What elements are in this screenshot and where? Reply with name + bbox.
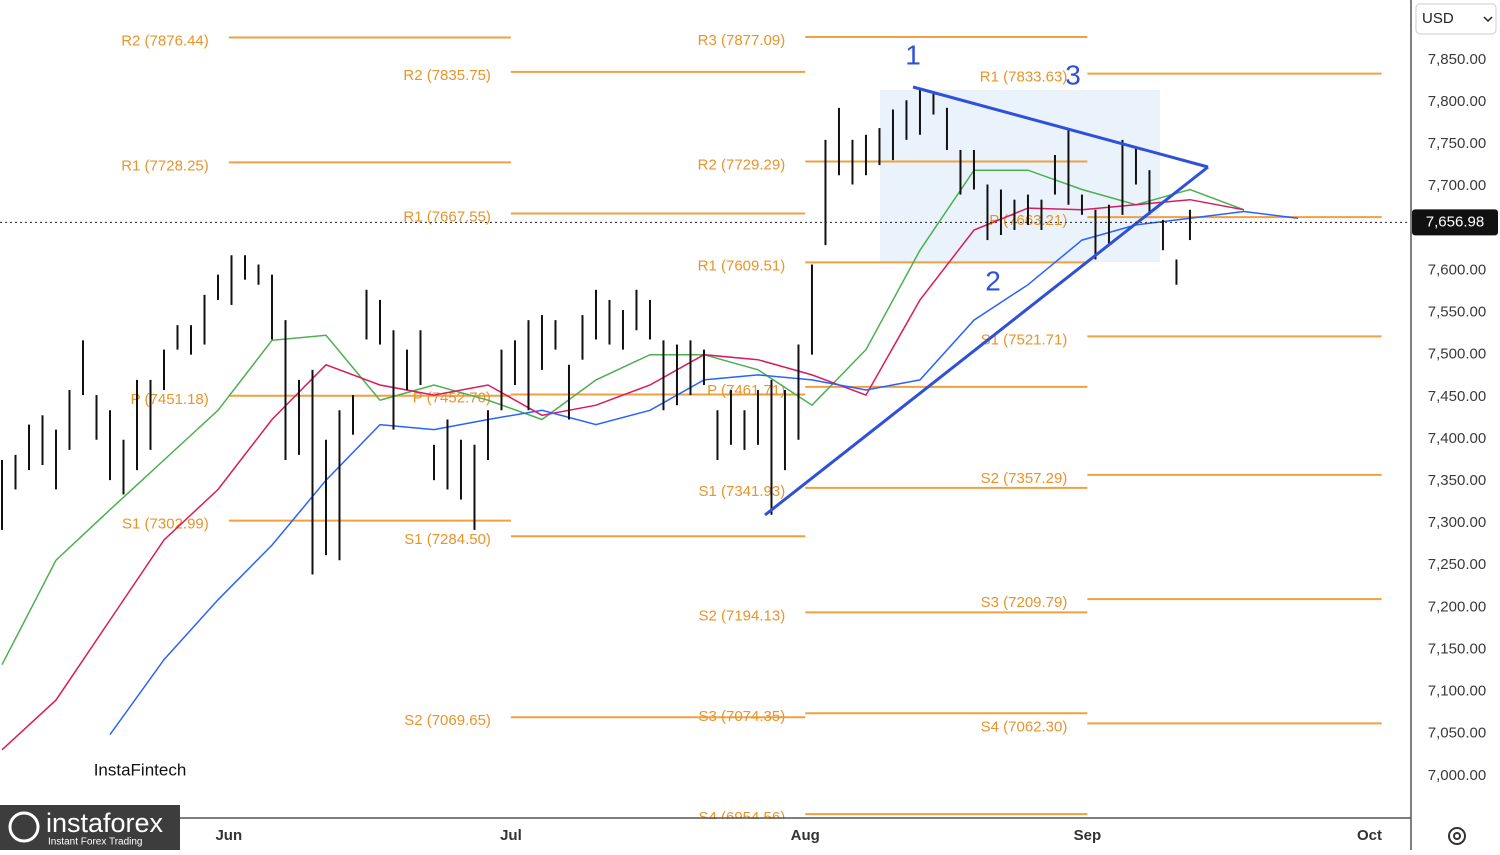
watermark: InstaFintech [94,760,187,779]
last-price-label: 7,656.98 [1426,213,1484,230]
x-tick-label: Aug [791,827,820,844]
pivot-label: R1 (7728.25) [121,157,209,174]
y-tick-label: 7,200.00 [1428,598,1486,615]
pivot-label: P (7451.18) [131,391,209,408]
pivot-label: R1 (7667.55) [403,208,491,225]
x-tick-label: Jun [215,827,242,844]
x-tick-label: Oct [1357,827,1382,844]
triangle-pattern: 1 2 3 [764,39,1209,517]
gear-icon[interactable] [1448,827,1466,845]
pivot-label: S4 (7062.30) [981,718,1068,735]
watermark-box [78,736,213,804]
pivot-label: R1 (7833.63) [980,69,1068,86]
trend-line [912,85,1209,169]
pivot-label: S3 (7074.35) [698,708,785,725]
pivot-label: P (7452.70) [413,389,491,406]
time-axis-panel [0,819,1411,850]
y-tick-label: 7,600.00 [1428,261,1486,278]
volume-profile-area [880,90,1160,262]
y-tick-label: 7,500.00 [1428,346,1486,363]
price-bars [1,87,1191,575]
pivot-label: S3 (7209.79) [981,594,1068,611]
wave-label: 3 [1065,59,1081,90]
y-tick-label: 7,750.00 [1428,135,1486,152]
y-tick-label: 7,450.00 [1428,388,1486,405]
y-tick-label: 7,400.00 [1428,430,1486,447]
wave-label: 2 [985,265,1001,296]
pivot-label: S2 (7069.65) [404,712,491,729]
ma-line [1,198,1245,751]
currency-box[interactable] [1415,3,1497,35]
y-tick-label: 7,350.00 [1428,472,1486,489]
logo-tagline: Instant Forex Trading [48,837,143,848]
dropdown-arrow[interactable] [1483,16,1493,23]
y-tick-label: 7,050.00 [1428,725,1486,742]
y-tick-label: 7,700.00 [1428,177,1486,194]
y-tick-label: 7,800.00 [1428,93,1486,110]
pivot-label: P (7461.71) [707,382,785,399]
ma-line [109,210,1299,736]
pivot-label: S1 (7302.99) [122,516,209,533]
pivots: R2 (7876.44) R1 (7728.25) P (7451.18) S1 (7… [121,32,1382,826]
gear-icon[interactable] [1453,832,1461,840]
pivot-label: S2 (7194.13) [698,607,785,624]
logo: instaforex [46,808,164,838]
price-axis-panel [1411,0,1500,850]
wave-label: 1 [905,39,921,70]
axes: 7,000.00 7,050.00 7,100.00 7,150.00 7,200.00… [215,51,1498,844]
pivot-label: R1 (7609.51) [698,257,786,274]
y-tick-label: 7,000.00 [1428,767,1486,784]
pivot-label: S1 (7341.93) [698,483,785,500]
y-tick-label: 7,150.00 [1428,640,1486,657]
y-tick-label: 7,100.00 [1428,683,1486,700]
pivot-label: R2 (7729.29) [698,156,786,173]
x-tick-label: Sep [1074,827,1102,844]
currency-select[interactable]: USD [1415,3,1497,35]
pivot-label: R2 (7876.44) [121,33,209,50]
y-tick-label: 7,300.00 [1428,514,1486,531]
trend-line [764,165,1209,517]
pivot-label: R3 (7877.09) [698,32,786,49]
pivot-label: S1 (7284.50) [404,531,491,548]
logo-icon [8,811,40,843]
last-price-box [1412,209,1498,236]
y-tick-label: 7,250.00 [1428,556,1486,573]
pivot-label: S1 (7521.71) [981,331,1068,348]
pivot-label: R2 (7835.75) [403,67,491,84]
y-tick-label: 7,550.00 [1428,304,1486,321]
y-tick-label: 7,850.00 [1428,51,1486,68]
x-tick-label: Jul [500,827,522,844]
currency[interactable]: USD [1422,10,1454,27]
logo-box [0,805,180,850]
ma-line [1,169,1245,666]
pivot-label: S2 (7357.29) [981,470,1068,487]
settings[interactable] [1448,827,1466,845]
